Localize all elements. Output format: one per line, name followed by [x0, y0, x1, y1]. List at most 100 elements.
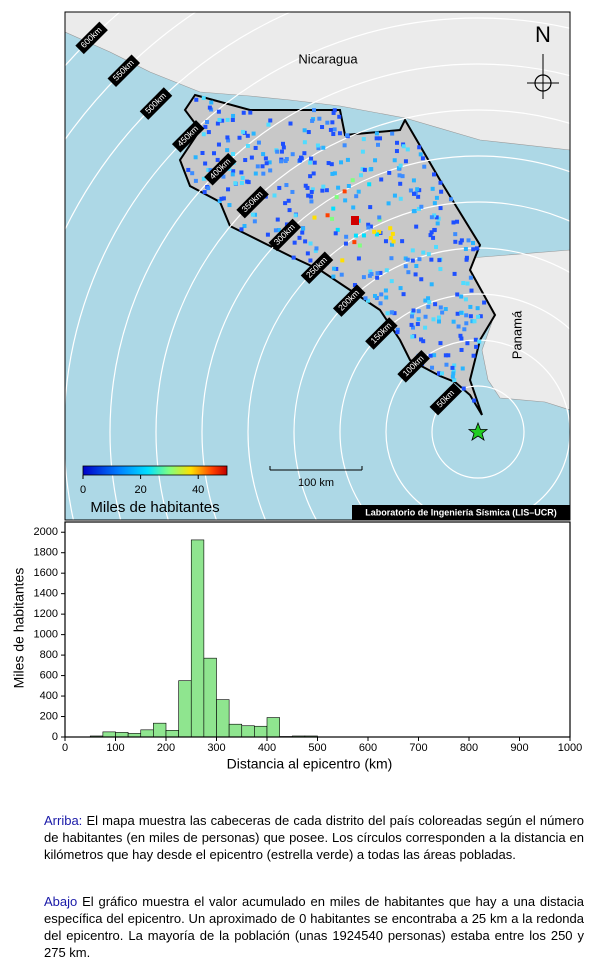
district-marker	[411, 209, 416, 214]
district-marker	[275, 149, 280, 154]
district-marker	[252, 219, 257, 224]
district-marker	[463, 297, 468, 302]
district-marker	[215, 121, 220, 126]
district-marker	[275, 217, 280, 222]
district-marker	[379, 177, 384, 182]
district-marker	[383, 239, 388, 244]
district-marker	[205, 120, 210, 125]
district-marker	[245, 143, 250, 148]
district-marker	[356, 256, 361, 261]
district-marker	[330, 216, 335, 221]
distance-ring	[65, 17, 570, 520]
district-marker	[250, 212, 255, 217]
district-marker	[325, 120, 330, 125]
district-marker	[245, 179, 250, 184]
district-marker	[423, 314, 428, 319]
district-marker	[410, 310, 415, 315]
district-marker	[305, 251, 310, 256]
district-marker	[411, 178, 416, 183]
map-frame	[64, 11, 571, 521]
x-tick-label: 700	[409, 742, 427, 754]
district-marker	[459, 294, 464, 299]
district-marker	[459, 347, 464, 352]
district-marker	[203, 161, 208, 166]
district-marker	[288, 121, 293, 126]
district-marker	[378, 136, 383, 141]
district-marker	[280, 141, 285, 146]
district-marker	[461, 386, 466, 391]
district-marker	[377, 215, 382, 220]
y-tick-label: 1600	[34, 567, 58, 579]
district-marker	[328, 127, 333, 132]
district-marker	[308, 194, 313, 199]
district-marker	[231, 169, 236, 174]
district-marker	[470, 319, 475, 324]
district-marker	[239, 181, 244, 186]
district-marker	[416, 317, 421, 322]
district-marker	[243, 158, 248, 163]
district-marker	[428, 353, 433, 358]
district-marker	[409, 314, 414, 319]
district-marker	[421, 250, 426, 255]
district-marker	[253, 171, 258, 176]
district-marker	[410, 258, 415, 263]
district-marker	[331, 132, 336, 137]
district-marker	[230, 117, 235, 122]
ring-label-box	[171, 120, 205, 153]
district-marker	[368, 269, 373, 274]
district-marker	[472, 319, 477, 324]
district-marker	[374, 131, 379, 136]
district-marker	[395, 327, 400, 332]
district-marker	[416, 206, 421, 211]
district-marker	[351, 205, 356, 210]
district-marker	[361, 275, 366, 280]
district-marker	[423, 325, 428, 330]
distance-ring	[155, 109, 570, 520]
district-marker	[411, 308, 416, 313]
district-marker	[340, 258, 345, 263]
district-marker	[417, 188, 422, 193]
district-marker	[290, 189, 295, 194]
x-tick-label: 200	[157, 742, 175, 754]
ring-label-box	[397, 350, 430, 383]
district-marker	[376, 142, 381, 147]
district-marker	[401, 292, 406, 297]
district-marker	[410, 248, 415, 253]
district-marker	[469, 288, 474, 293]
district-marker	[459, 238, 464, 243]
district-marker	[414, 224, 419, 229]
district-marker	[375, 275, 380, 280]
district-marker	[411, 325, 416, 330]
district-marker	[465, 341, 470, 346]
district-marker	[451, 319, 456, 324]
district-marker	[443, 353, 448, 358]
district-marker	[437, 258, 442, 263]
district-marker	[451, 220, 456, 225]
district-marker	[253, 145, 258, 150]
district-marker	[464, 255, 469, 260]
district-marker	[436, 319, 441, 324]
district-marker	[405, 147, 410, 152]
distance-ring	[339, 293, 570, 520]
district-marker	[193, 178, 198, 183]
histogram-bar	[190, 539, 205, 738]
district-marker	[461, 281, 466, 286]
district-marker	[256, 140, 261, 145]
credit: Laboratorio de Ingeniería Sísmica (LIS–U…	[365, 507, 557, 517]
district-marker	[390, 131, 395, 136]
distance-ring	[247, 201, 570, 520]
district-marker	[403, 256, 408, 261]
district-marker	[321, 145, 326, 150]
district-marker	[438, 206, 443, 211]
district-marker	[221, 174, 226, 179]
district-marker	[332, 266, 337, 271]
ring-label-box	[332, 284, 366, 317]
district-marker	[337, 114, 342, 119]
district-marker	[281, 145, 286, 150]
district-marker	[367, 182, 372, 187]
district-marker	[462, 327, 467, 332]
district-marker	[356, 189, 361, 194]
district-marker	[429, 215, 434, 220]
y-tick-label: 1200	[34, 608, 58, 620]
